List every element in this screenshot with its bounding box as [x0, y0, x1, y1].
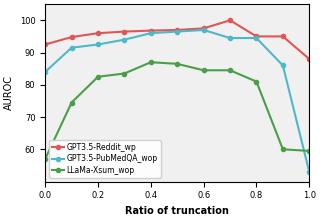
LLaMa-Xsum_wop [228, 69, 232, 72]
Line: LLaMa-Xsum_wop: LLaMa-Xsum_wop [43, 60, 311, 161]
GPT3.5-PubMedQA_wop [254, 37, 258, 39]
GPT3.5-Reddit_wp [43, 43, 47, 46]
LLaMa-Xsum_wop [123, 72, 126, 75]
GPT3.5-PubMedQA_wop [175, 30, 179, 33]
Y-axis label: AUROC: AUROC [4, 75, 14, 110]
GPT3.5-PubMedQA_wop [149, 32, 153, 35]
Line: GPT3.5-Reddit_wp: GPT3.5-Reddit_wp [43, 18, 311, 61]
GPT3.5-PubMedQA_wop [70, 46, 74, 49]
X-axis label: Ratio of truncation: Ratio of truncation [125, 206, 229, 216]
GPT3.5-PubMedQA_wop [96, 43, 100, 46]
LLaMa-Xsum_wop [70, 101, 74, 104]
GPT3.5-PubMedQA_wop [281, 64, 285, 67]
GPT3.5-Reddit_wp [228, 19, 232, 22]
GPT3.5-PubMedQA_wop [43, 71, 47, 73]
GPT3.5-Reddit_wp [281, 35, 285, 38]
LLaMa-Xsum_wop [202, 69, 205, 72]
GPT3.5-Reddit_wp [149, 29, 153, 32]
GPT3.5-Reddit_wp [123, 30, 126, 33]
GPT3.5-Reddit_wp [96, 32, 100, 35]
GPT3.5-Reddit_wp [175, 29, 179, 31]
LLaMa-Xsum_wop [149, 61, 153, 64]
LLaMa-Xsum_wop [175, 62, 179, 65]
GPT3.5-Reddit_wp [254, 35, 258, 38]
GPT3.5-Reddit_wp [202, 27, 205, 30]
Legend: GPT3.5-Reddit_wp, GPT3.5-PubMedQA_wop, LLaMa-Xsum_wop: GPT3.5-Reddit_wp, GPT3.5-PubMedQA_wop, L… [49, 140, 161, 178]
GPT3.5-PubMedQA_wop [202, 29, 205, 31]
GPT3.5-PubMedQA_wop [307, 170, 311, 173]
GPT3.5-PubMedQA_wop [228, 37, 232, 39]
LLaMa-Xsum_wop [281, 148, 285, 151]
LLaMa-Xsum_wop [43, 158, 47, 160]
LLaMa-Xsum_wop [254, 80, 258, 83]
GPT3.5-Reddit_wp [307, 58, 311, 60]
GPT3.5-PubMedQA_wop [123, 38, 126, 41]
Line: GPT3.5-PubMedQA_wop: GPT3.5-PubMedQA_wop [43, 28, 311, 174]
GPT3.5-Reddit_wp [70, 36, 74, 38]
LLaMa-Xsum_wop [307, 150, 311, 152]
LLaMa-Xsum_wop [96, 75, 100, 78]
